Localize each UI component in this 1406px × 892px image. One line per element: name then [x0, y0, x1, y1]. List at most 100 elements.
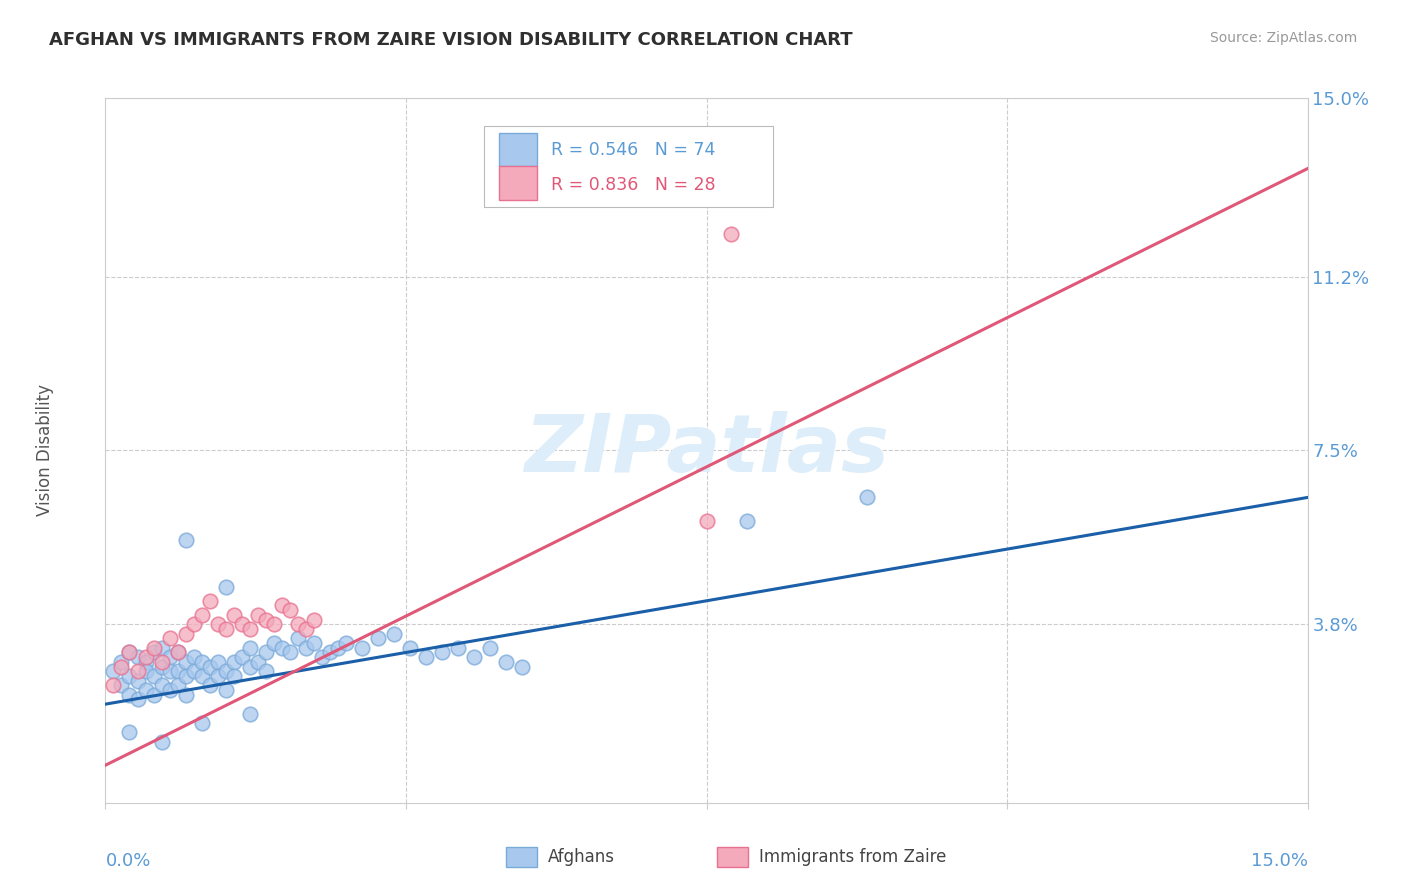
Point [207, 655, 229, 669]
Point [198, 678, 221, 692]
Point [103, 665, 125, 679]
Point [278, 645, 301, 659]
Point [231, 650, 253, 665]
FancyBboxPatch shape [484, 127, 773, 207]
Text: Source: ZipAtlas.com: Source: ZipAtlas.com [1209, 31, 1357, 45]
Point [350, 640, 373, 655]
Point [335, 636, 357, 650]
Text: R = 0.546   N = 74: R = 0.546 N = 74 [551, 141, 716, 159]
Point [510, 659, 533, 673]
Point [270, 640, 292, 655]
Point [278, 603, 301, 617]
Text: 0.0%: 0.0% [105, 852, 150, 870]
Point [174, 669, 197, 683]
Point [430, 645, 453, 659]
Text: Immigrants from Zaire: Immigrants from Zaire [759, 848, 946, 866]
Point [222, 655, 245, 669]
Point [174, 655, 197, 669]
Point [254, 613, 277, 627]
Point [231, 617, 253, 632]
Point [142, 640, 165, 655]
Point [382, 626, 405, 640]
Point [415, 650, 437, 665]
Point [239, 706, 262, 721]
Point [118, 645, 141, 659]
Point [287, 617, 309, 632]
Point [166, 665, 188, 679]
Text: AFGHAN VS IMMIGRANTS FROM ZAIRE VISION DISABILITY CORRELATION CHART: AFGHAN VS IMMIGRANTS FROM ZAIRE VISION D… [49, 31, 853, 49]
Point [166, 645, 188, 659]
Point [207, 617, 229, 632]
Point [166, 678, 188, 692]
Point [190, 607, 212, 622]
Point [127, 650, 149, 665]
Point [127, 692, 149, 706]
Point [735, 514, 758, 528]
Point [159, 665, 181, 679]
Point [150, 640, 173, 655]
Point [263, 617, 285, 632]
Point [696, 514, 718, 528]
Text: 15.0%: 15.0% [1250, 852, 1308, 870]
Point [183, 650, 205, 665]
Point [254, 665, 277, 679]
Point [495, 655, 517, 669]
Point [110, 655, 132, 669]
Point [142, 688, 165, 702]
Point [174, 533, 197, 547]
Point [295, 640, 318, 655]
Text: ZIPatlas: ZIPatlas [524, 411, 889, 490]
Point [720, 227, 742, 242]
Point [127, 673, 149, 688]
Point [399, 640, 422, 655]
Point [270, 599, 292, 613]
Point [246, 655, 269, 669]
Text: Vision Disability: Vision Disability [37, 384, 55, 516]
Point [311, 650, 333, 665]
Point [239, 659, 262, 673]
Point [103, 678, 125, 692]
Point [118, 645, 141, 659]
Point [239, 622, 262, 636]
Point [254, 645, 277, 659]
Point [214, 622, 236, 636]
Point [246, 607, 269, 622]
Point [302, 636, 325, 650]
Point [326, 640, 349, 655]
Point [150, 678, 173, 692]
Point [463, 650, 485, 665]
Point [174, 688, 197, 702]
Point [118, 669, 141, 683]
Point [110, 678, 132, 692]
Point [239, 640, 262, 655]
Point [142, 645, 165, 659]
Point [150, 735, 173, 749]
Point [190, 715, 212, 730]
Point [214, 665, 236, 679]
Point [479, 640, 502, 655]
Point [214, 683, 236, 698]
Point [150, 655, 173, 669]
Point [222, 607, 245, 622]
Point [190, 655, 212, 669]
Point [159, 683, 181, 698]
Point [135, 683, 157, 698]
Point [174, 626, 197, 640]
Point [190, 669, 212, 683]
Point [159, 632, 181, 646]
Point [150, 659, 173, 673]
Point [319, 645, 342, 659]
Point [222, 669, 245, 683]
Point [207, 669, 229, 683]
Text: R = 0.836   N = 28: R = 0.836 N = 28 [551, 176, 716, 194]
Point [118, 725, 141, 739]
FancyBboxPatch shape [499, 133, 537, 167]
Point [142, 669, 165, 683]
FancyBboxPatch shape [499, 167, 537, 201]
Point [159, 650, 181, 665]
Point [135, 665, 157, 679]
Point [263, 636, 285, 650]
Point [214, 580, 236, 594]
Point [198, 594, 221, 608]
Point [135, 655, 157, 669]
